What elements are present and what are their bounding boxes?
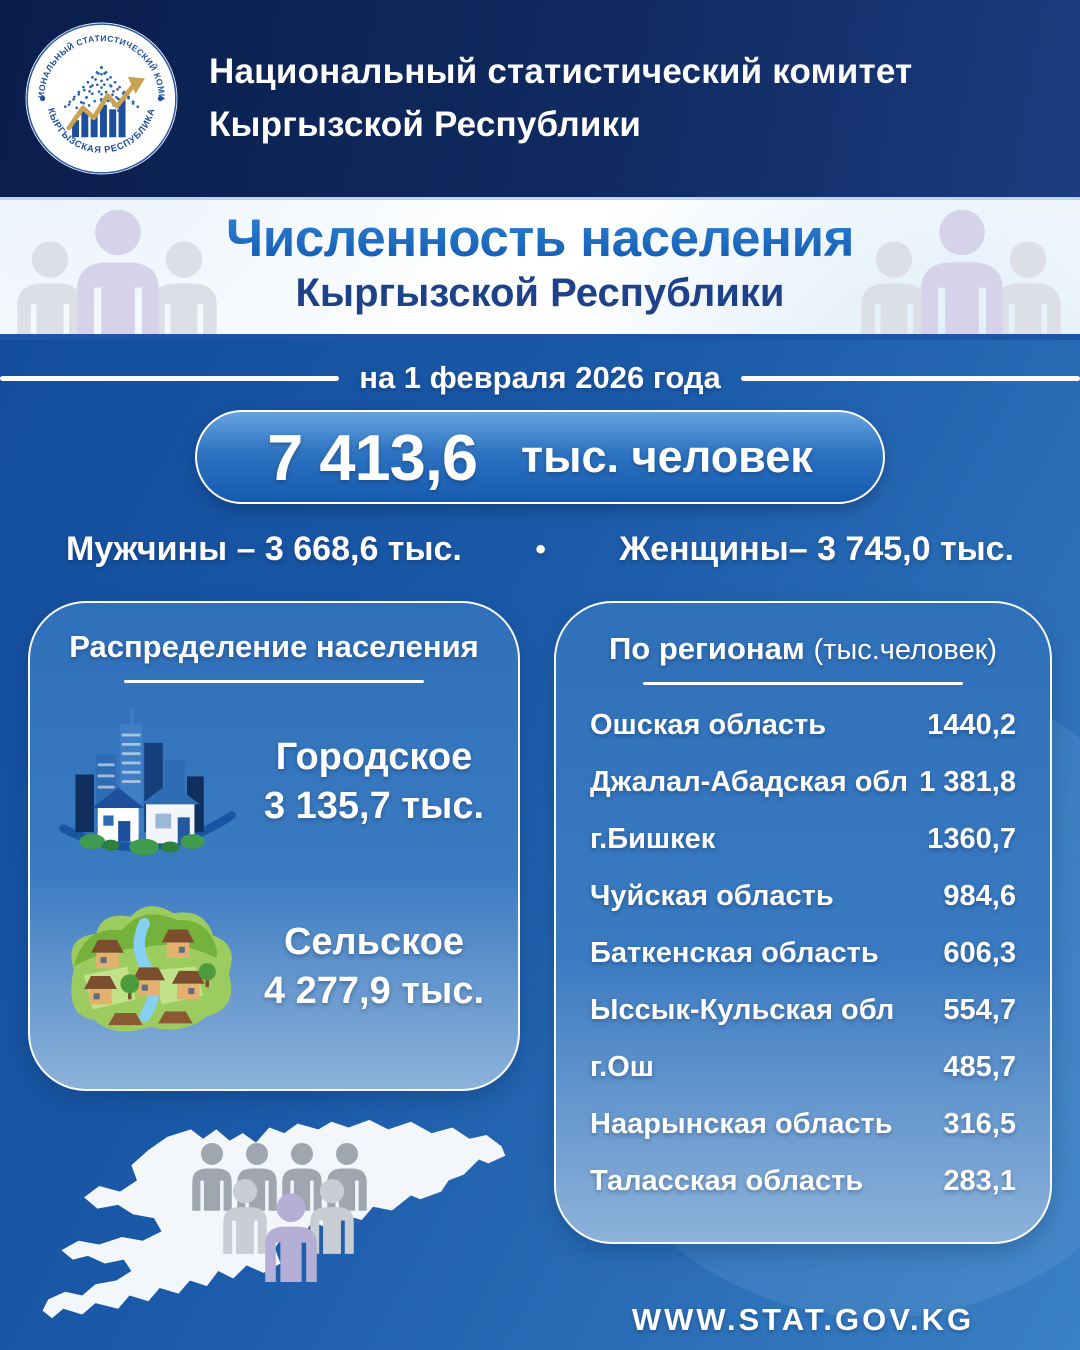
village-illustration-icon bbox=[48, 881, 248, 1053]
kyrgyzstan-map-icon bbox=[42, 1119, 506, 1319]
total-population-value: 7 413,6 bbox=[267, 420, 478, 494]
region-name: Таласская область bbox=[590, 1165, 864, 1197]
underline bbox=[643, 682, 963, 685]
org-name: Национальный статистический комитет Кырг… bbox=[209, 46, 912, 151]
main-area: на 1 февраля 2026 года 7 413,6 тыс. чело… bbox=[0, 340, 1080, 1350]
total-population-pill: 7 413,6 тыс. человек bbox=[195, 410, 885, 504]
page-subtitle: Кыргызской Республики bbox=[295, 271, 785, 315]
region-name: Чуйская область bbox=[590, 880, 834, 912]
logo-bar-chart bbox=[72, 98, 126, 138]
region-value: 606,3 bbox=[943, 937, 1016, 969]
region-name: Баткенская область bbox=[590, 937, 879, 969]
rural-row: Сельское 4 277,9 тыс. bbox=[48, 881, 500, 1053]
urban-value: 3 135,7 тыс. bbox=[263, 785, 485, 827]
region-row: Чуйская область 984,6 bbox=[590, 880, 1016, 913]
regions-title: По регионам bbox=[609, 631, 805, 666]
region-value: 316,5 bbox=[943, 1108, 1016, 1140]
rural-value: 4 277,9 тыс. bbox=[263, 970, 485, 1012]
total-population-unit: тыс. человек bbox=[521, 431, 813, 482]
underline bbox=[124, 680, 424, 683]
region-name: г.Ош bbox=[590, 1051, 654, 1083]
region-name: Джалал-Абадская обл bbox=[590, 766, 909, 798]
page-title: Численность населения bbox=[0, 208, 1080, 269]
divider-line bbox=[0, 375, 340, 381]
region-row: Таласская область 283,1 bbox=[590, 1165, 1016, 1198]
urban-row: Городское 3 135,7 тыс. bbox=[48, 689, 500, 875]
divider-line bbox=[740, 375, 1080, 381]
distribution-title: Распределение населения bbox=[69, 629, 479, 664]
date-row: на 1 февраля 2026 года bbox=[0, 360, 1080, 396]
village-trees bbox=[120, 963, 216, 1000]
region-row: Джалал-Абадская обл 1 381,8 bbox=[590, 766, 1016, 799]
nsc-logo-icon: НАЦИОНАЛЬНЫЙ СТАТИСТИЧЕСКИЙ КОМИТЕТ КЫРГ… bbox=[24, 21, 179, 176]
region-name: Ошская область bbox=[590, 709, 827, 741]
rural-label: Сельское bbox=[283, 920, 465, 963]
header: НАЦИОНАЛЬНЫЙ СТАТИСТИЧЕСКИЙ КОМИТЕТ КЫРГ… bbox=[0, 0, 1080, 197]
urban-label: Городское bbox=[275, 735, 473, 778]
logo-growth-arrow-icon bbox=[66, 76, 145, 131]
region-value: 1360,7 bbox=[927, 823, 1016, 855]
region-name: Ыссык-Кульская обл bbox=[590, 994, 895, 1026]
region-value: 485,7 bbox=[943, 1051, 1016, 1083]
reference-date: на 1 февраля 2026 года bbox=[359, 360, 721, 395]
regions-unit: (тыс.человек) bbox=[813, 634, 997, 666]
kyrgyzstan-map bbox=[28, 1101, 518, 1350]
city-illustration-icon bbox=[48, 689, 248, 875]
region-name: г.Бишкек bbox=[590, 823, 716, 855]
gender-breakdown: Мужчины – 3 668,6 тыс. • Женщины– 3 745,… bbox=[0, 530, 1080, 569]
region-value: 283,1 bbox=[943, 1165, 1016, 1197]
org-name-line1: Национальный статистический комитет bbox=[209, 52, 913, 91]
region-value: 1440,2 bbox=[927, 709, 1016, 741]
title-banner: Численность населения Кыргызской Республ… bbox=[0, 197, 1080, 340]
region-row: г.Ош 485,7 bbox=[590, 1051, 1016, 1084]
region-value: 984,6 bbox=[943, 880, 1016, 912]
region-row: Баткенская область 606,3 bbox=[590, 937, 1016, 970]
org-name-line2: Кыргызской Республики bbox=[209, 104, 642, 144]
website-url: WWW.STAT.GOV.KG bbox=[631, 1302, 975, 1337]
bullet-separator: • bbox=[535, 532, 546, 566]
women-count: Женщины– 3 745,0 тыс. bbox=[619, 530, 1014, 568]
region-name: Наарынская область bbox=[590, 1108, 893, 1140]
region-value: 1 381,8 bbox=[919, 766, 1016, 798]
regions-panel: По регионам (тыс.человек) Ошская область… bbox=[554, 601, 1052, 1244]
region-row: Наарынская область 316,5 bbox=[590, 1108, 1016, 1141]
region-row: Ыссык-Кульская обл 554,7 bbox=[590, 994, 1016, 1027]
village-houses bbox=[84, 929, 205, 1005]
region-value: 554,7 bbox=[943, 994, 1016, 1026]
region-row: г.Бишкек 1360,7 bbox=[590, 823, 1016, 856]
men-count: Мужчины – 3 668,6 тыс. bbox=[66, 530, 462, 568]
distribution-panel: Распределение населения bbox=[28, 601, 520, 1091]
region-row: Ошская область 1440,2 bbox=[590, 709, 1016, 742]
